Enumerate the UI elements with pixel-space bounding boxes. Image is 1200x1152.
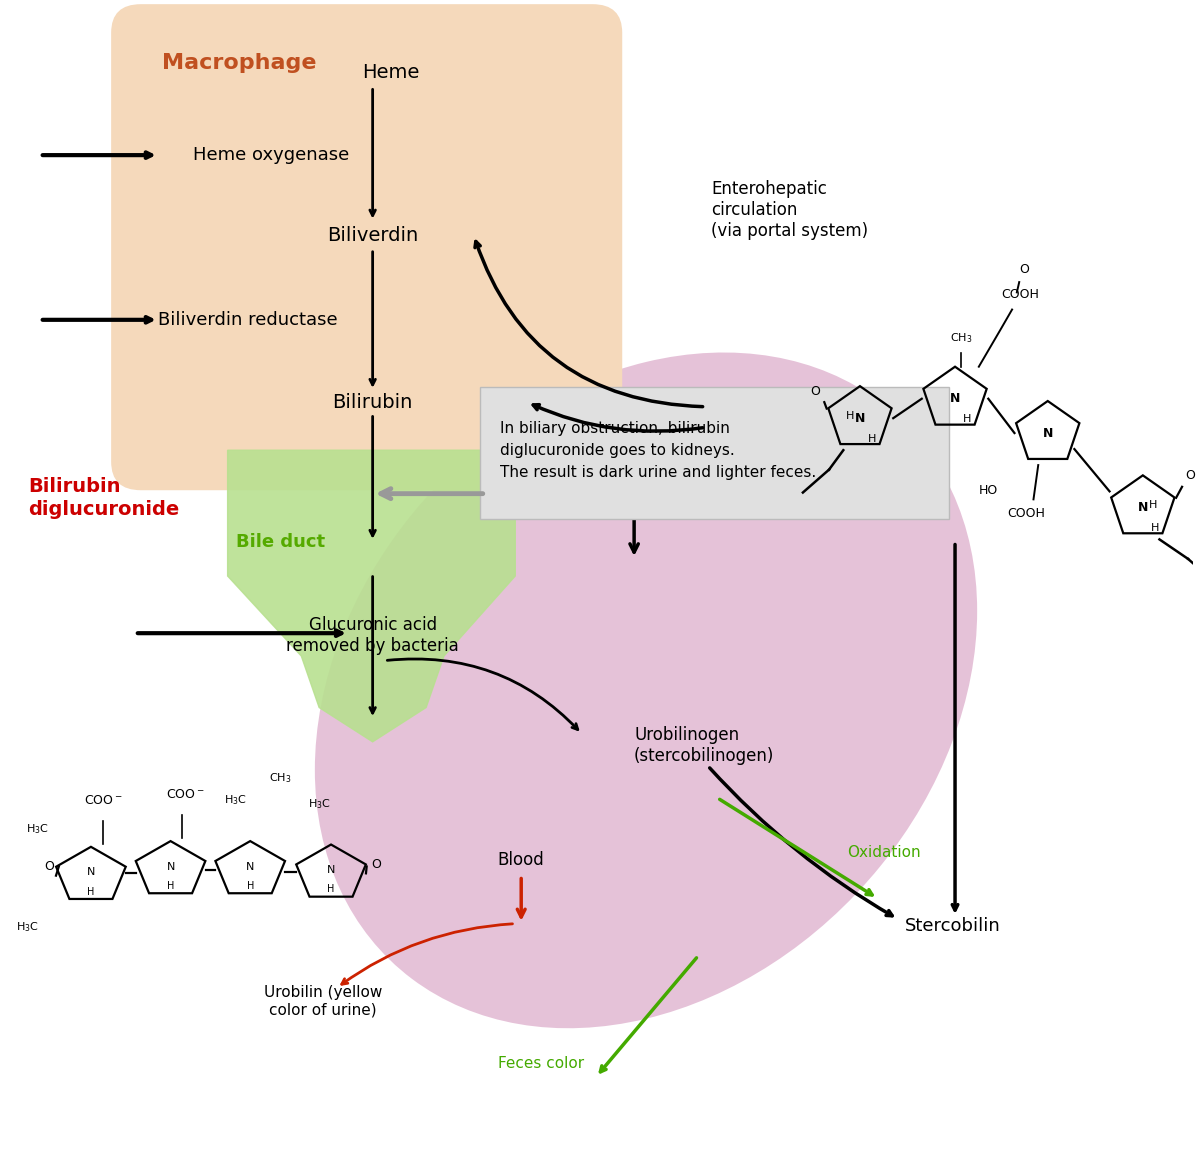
Text: Heme oxygenase: Heme oxygenase — [193, 146, 349, 164]
Text: Bilirubin
diglucuronide: Bilirubin diglucuronide — [28, 477, 179, 520]
Text: Heme: Heme — [361, 63, 419, 82]
Ellipse shape — [314, 353, 977, 1029]
FancyBboxPatch shape — [112, 5, 623, 491]
Text: Feces color: Feces color — [498, 1055, 584, 1070]
Text: Stercobilin: Stercobilin — [905, 917, 1001, 935]
Text: In biliary obstruction, bilirubin
diglucuronide goes to kidneys.
The result is d: In biliary obstruction, bilirubin digluc… — [500, 422, 816, 480]
Text: Bile duct: Bile duct — [236, 532, 325, 551]
Text: O: O — [810, 385, 820, 399]
Text: N: N — [854, 411, 865, 425]
Text: $\rm H_3C$: $\rm H_3C$ — [307, 797, 330, 811]
Text: Biliverdin reductase: Biliverdin reductase — [158, 311, 337, 328]
Text: O: O — [1186, 469, 1195, 482]
Text: N: N — [246, 862, 254, 872]
Text: $\rm H_3C$: $\rm H_3C$ — [224, 794, 247, 808]
Text: H: H — [167, 881, 174, 890]
Text: N: N — [1138, 501, 1148, 514]
Text: H: H — [868, 434, 876, 444]
Text: Enterohepatic
circulation
(via portal system): Enterohepatic circulation (via portal sy… — [712, 180, 869, 240]
Text: H: H — [846, 411, 854, 420]
Text: $\rm H_3C$: $\rm H_3C$ — [26, 823, 49, 836]
Text: $\rm CH_3$: $\rm CH_3$ — [949, 332, 972, 346]
Text: N: N — [167, 862, 175, 872]
Text: Urobilin (yellow
color of urine): Urobilin (yellow color of urine) — [264, 985, 382, 1017]
Text: Intestine: Intestine — [662, 488, 761, 508]
Text: H: H — [328, 885, 335, 894]
Text: Oxidation: Oxidation — [847, 846, 920, 861]
Text: HO: HO — [979, 484, 998, 497]
Text: H: H — [1148, 500, 1157, 510]
Text: H: H — [246, 881, 254, 890]
Text: H: H — [1151, 523, 1159, 533]
Text: O: O — [371, 857, 382, 871]
Text: $\rm COO^-$: $\rm COO^-$ — [84, 794, 122, 806]
Polygon shape — [228, 450, 515, 742]
Text: Blood: Blood — [498, 850, 545, 869]
Text: COOH: COOH — [1002, 288, 1039, 301]
Text: Urobilinogen
(stercobilinogen): Urobilinogen (stercobilinogen) — [634, 726, 774, 765]
Text: Bilirubin: Bilirubin — [332, 393, 413, 411]
Text: N: N — [326, 865, 335, 876]
Text: Glucuronic acid
removed by bacteria: Glucuronic acid removed by bacteria — [287, 616, 460, 654]
Text: Macrophage: Macrophage — [162, 53, 317, 74]
Text: H: H — [88, 887, 95, 896]
Text: Biliverdin: Biliverdin — [328, 226, 419, 244]
Text: $\rm H_3C$: $\rm H_3C$ — [17, 920, 40, 934]
Text: N: N — [86, 867, 95, 878]
Text: $\rm CH_3$: $\rm CH_3$ — [269, 771, 292, 785]
Text: N: N — [950, 392, 960, 406]
Text: $\rm COO^-$: $\rm COO^-$ — [166, 788, 204, 801]
FancyBboxPatch shape — [480, 387, 949, 518]
Text: O: O — [44, 859, 54, 873]
Text: O: O — [1019, 263, 1028, 276]
Text: N: N — [1043, 426, 1052, 440]
Text: COOH: COOH — [1008, 507, 1045, 520]
Text: H: H — [962, 415, 971, 424]
